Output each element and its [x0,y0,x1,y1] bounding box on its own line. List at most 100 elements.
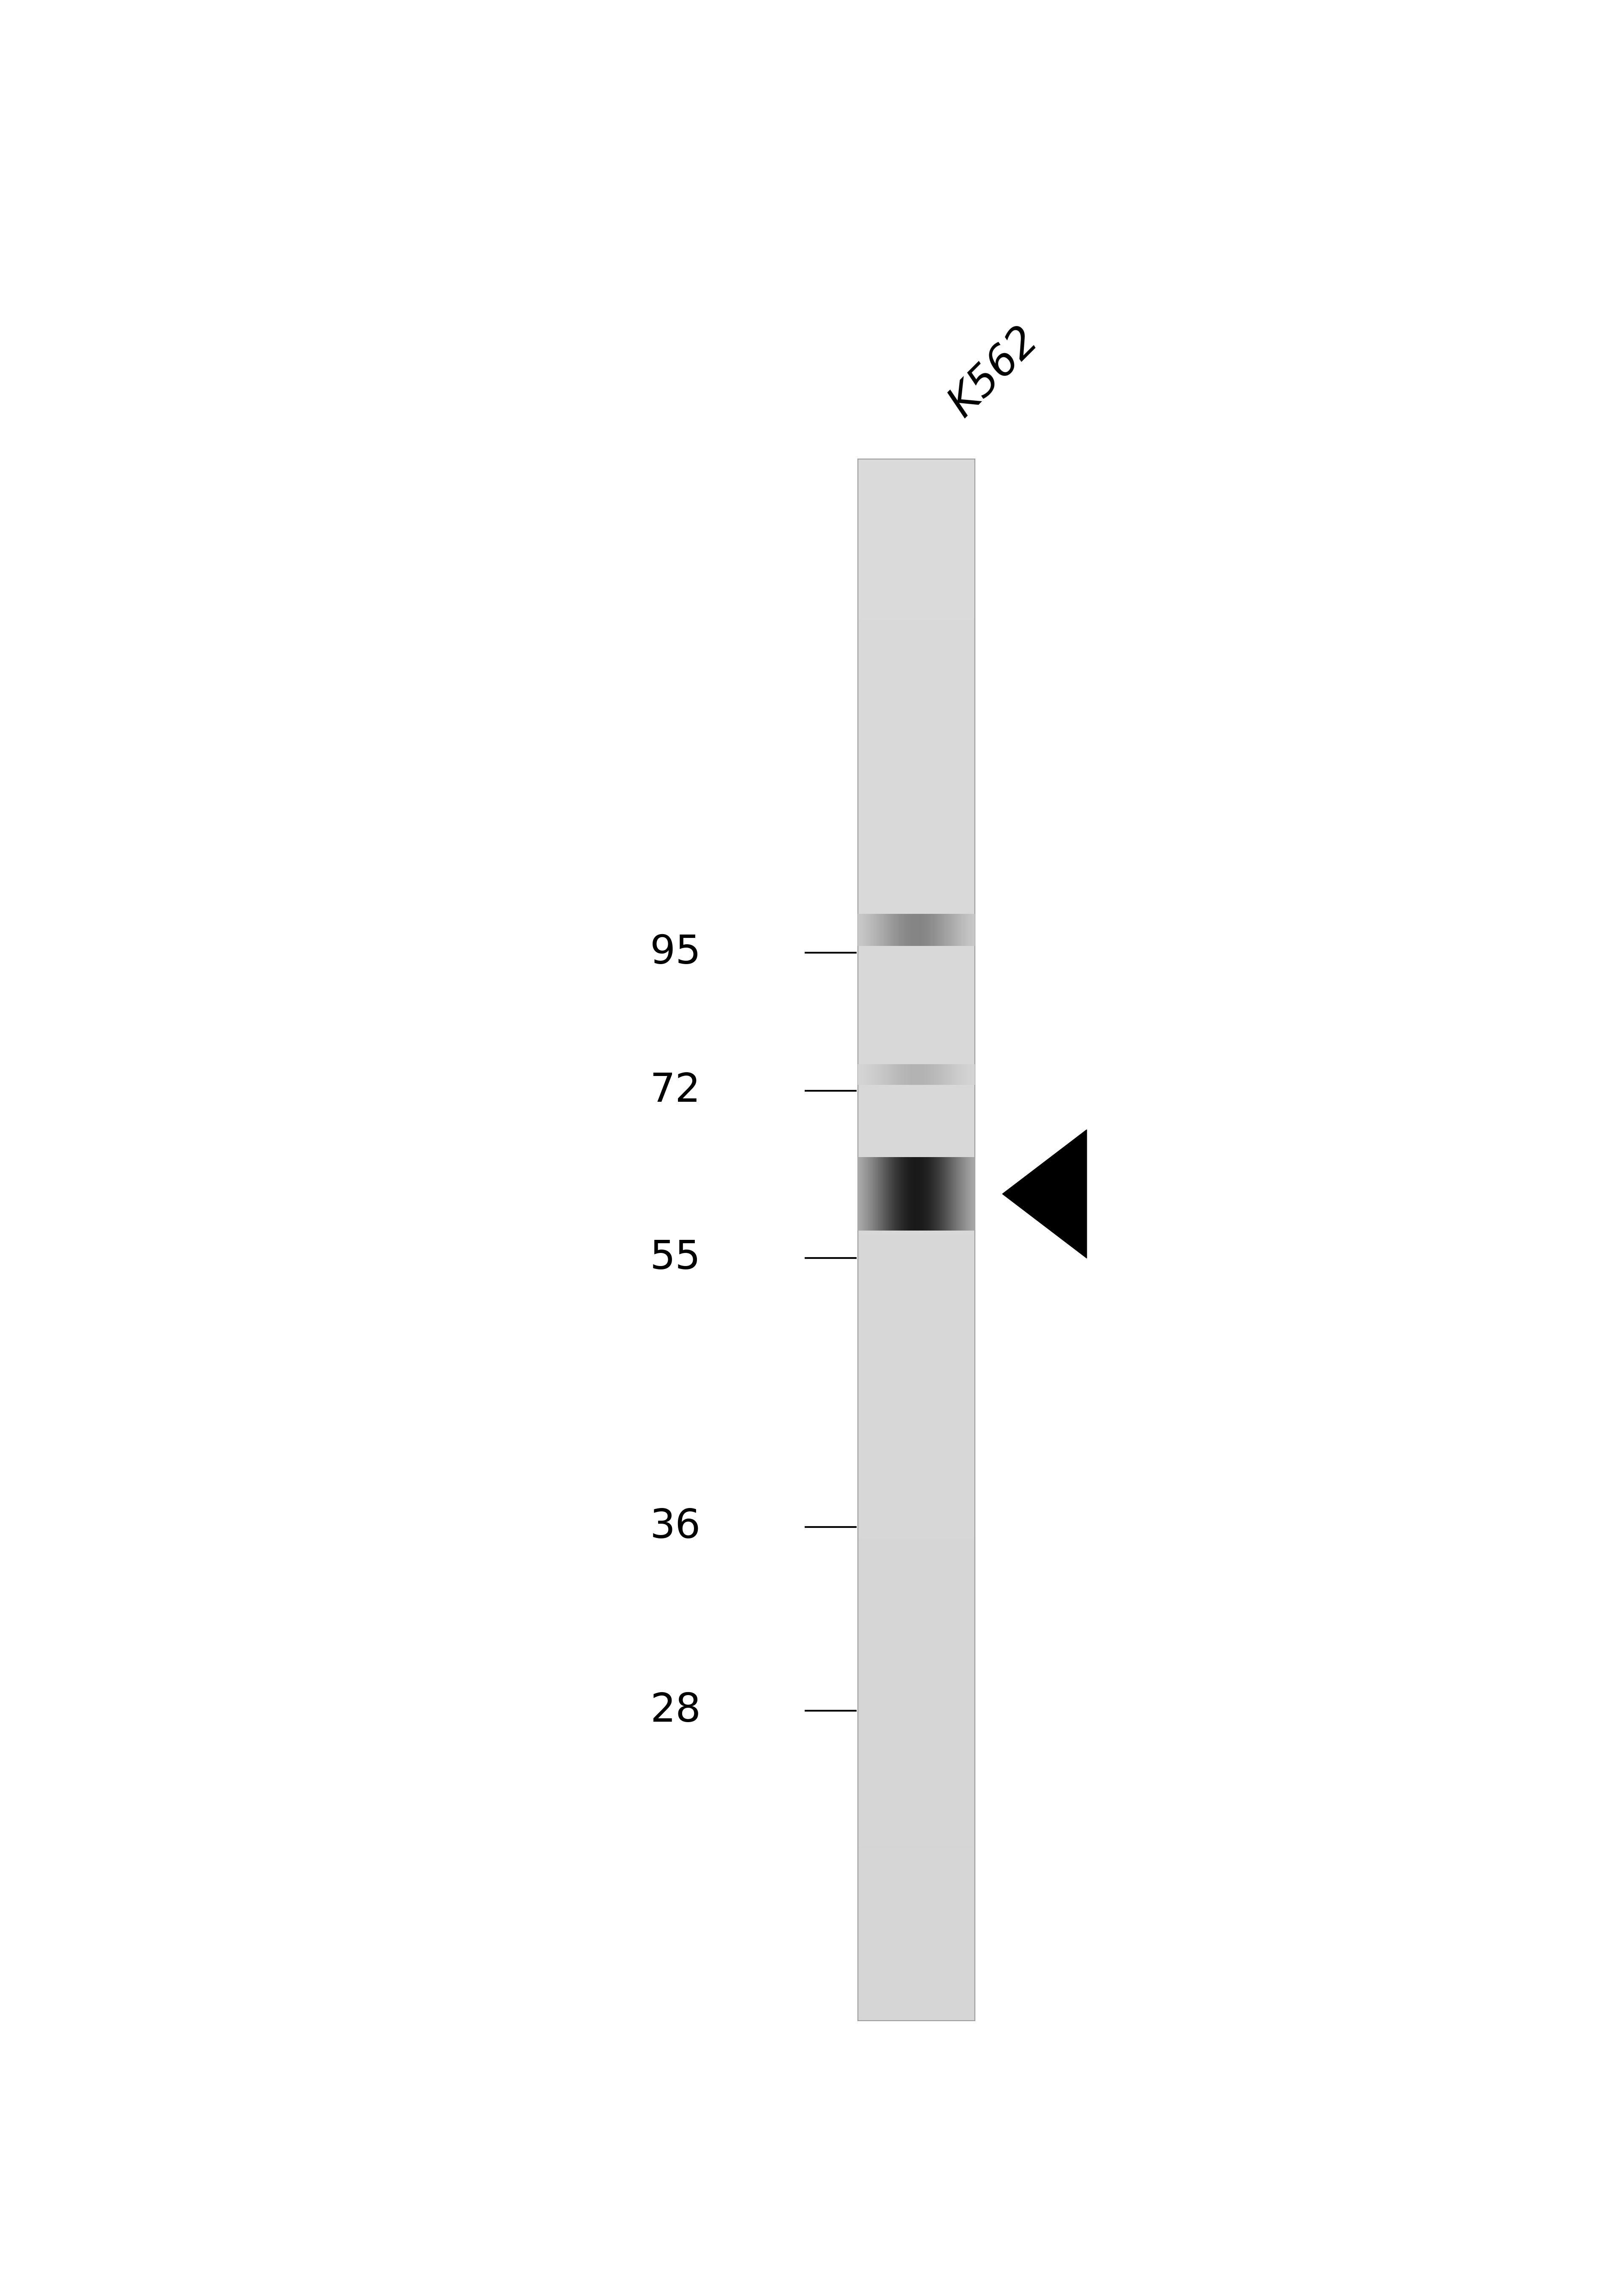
Bar [858,1538,975,1541]
Bar [858,951,975,953]
Bar [858,1343,975,1345]
Bar [858,677,975,680]
Bar [858,1297,975,1300]
Bar [858,1763,975,1766]
Bar [858,1123,975,1125]
Bar [858,1841,975,1844]
Bar [858,1587,975,1589]
Bar [858,2004,975,2007]
Bar [858,730,975,732]
Bar [858,666,975,668]
Bar [858,512,975,514]
Bar [858,1306,975,1311]
Bar [858,1963,975,1965]
Text: K562: K562 [941,319,1046,425]
Bar [858,732,975,735]
Bar [858,698,975,700]
Bar [858,1704,975,1706]
Bar [858,1371,975,1373]
Bar [858,707,975,709]
Bar [858,1646,975,1649]
Bar [858,944,975,946]
Bar [858,1715,975,1720]
Bar [858,1515,975,1518]
Bar [858,1750,975,1752]
Bar [858,914,975,916]
Bar [858,673,975,675]
Bar [858,746,975,748]
Bar [858,758,975,760]
Bar [858,1373,975,1375]
Bar [858,1391,975,1394]
Bar [858,815,975,817]
Bar [858,1979,975,1981]
Bar [858,1352,975,1355]
Bar [858,1614,975,1616]
Bar [858,1903,975,1906]
Bar [858,592,975,595]
Bar [858,1226,975,1228]
Bar [858,1407,975,1410]
Bar [858,1199,975,1201]
Bar [858,1281,975,1283]
Bar [858,1828,975,1830]
Bar [858,459,975,461]
Bar [858,1479,975,1481]
Bar [858,755,975,758]
Bar [858,769,975,771]
Bar [858,1644,975,1646]
Bar [858,1072,975,1077]
Bar [858,1187,975,1189]
Bar [858,726,975,728]
Bar [858,1437,975,1440]
Bar [858,1424,975,1428]
Bar [858,1940,975,1942]
Bar [858,1770,975,1773]
Bar [858,1295,975,1297]
Bar [858,1006,975,1008]
Bar [858,1655,975,1658]
Bar [858,774,975,776]
Bar [858,884,975,886]
Bar [858,735,975,737]
Bar [858,1626,975,1628]
Bar [858,1274,975,1277]
Bar [858,1116,975,1118]
Bar [858,1019,975,1022]
Bar [858,1508,975,1511]
Bar [858,1603,975,1605]
Bar [858,1596,975,1598]
Bar [858,1685,975,1688]
Bar [858,1924,975,1926]
Bar [858,521,975,523]
Bar [858,969,975,971]
Bar [858,1403,975,1407]
Bar [858,1058,975,1061]
Bar [858,1380,975,1382]
Bar [858,693,975,696]
Bar [858,1221,975,1224]
Bar [858,974,975,978]
Bar [858,827,975,829]
Bar [858,1906,975,1908]
Bar [858,824,975,827]
Bar [858,533,975,535]
Bar [858,1513,975,1515]
Bar [858,1049,975,1052]
Bar [858,1589,975,1591]
Bar [858,1791,975,1793]
Bar [858,1527,975,1529]
Bar [858,654,975,657]
Bar [858,1773,975,1775]
Bar [858,618,975,620]
Bar [858,748,975,751]
Bar [858,2002,975,2004]
Bar [858,1109,975,1111]
Bar [858,1729,975,1731]
Bar [858,1525,975,1527]
Text: 95: 95 [650,934,701,971]
Bar [858,1201,975,1203]
Bar [858,1247,975,1251]
Bar [858,1630,975,1632]
Bar [858,1313,975,1316]
